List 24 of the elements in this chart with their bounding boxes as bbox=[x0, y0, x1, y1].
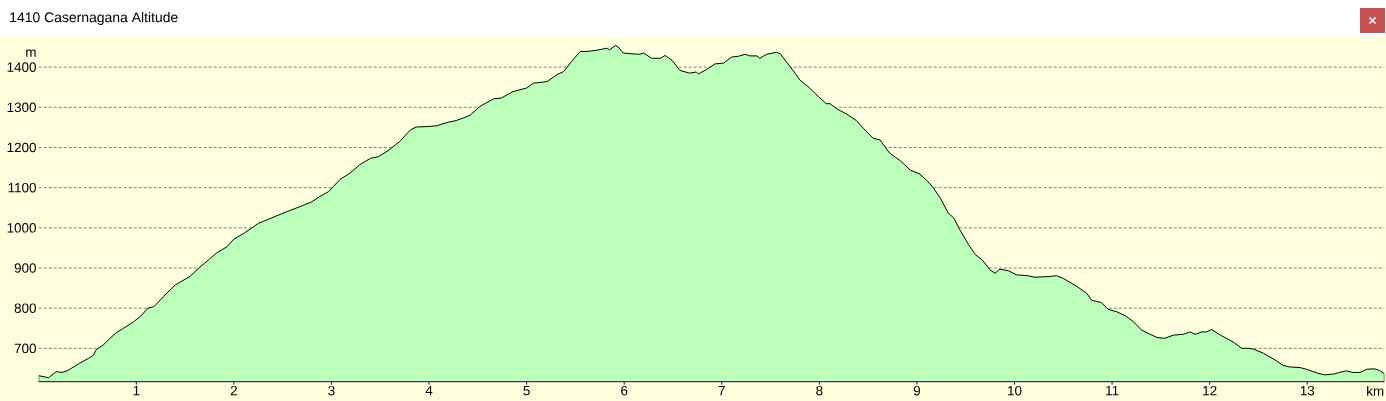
y-tick-label: 900 bbox=[14, 263, 36, 273]
x-tick-label: 5 bbox=[523, 385, 530, 396]
x-tick-label: 9 bbox=[913, 385, 921, 396]
y-tick-label: 1200 bbox=[7, 142, 36, 153]
x-tick-label: 12 bbox=[1203, 385, 1217, 396]
x-tick-label: 6 bbox=[621, 385, 628, 396]
y-tick-label: 1400 bbox=[7, 62, 36, 72]
x-tick-label: 7 bbox=[718, 385, 725, 396]
x-tick-label: 4 bbox=[425, 385, 433, 396]
chart-title: 1410 Casernagana Altitude bbox=[10, 12, 178, 25]
y-tick-label: 1300 bbox=[7, 102, 36, 113]
x-tick-label: 10 bbox=[1008, 385, 1022, 396]
x-tick-label: 3 bbox=[328, 385, 335, 396]
y-tick-label: 700 bbox=[14, 343, 36, 354]
x-tick-label: 11 bbox=[1106, 385, 1119, 396]
x-tick-label: 8 bbox=[816, 385, 823, 396]
x-tick-label: 1 bbox=[133, 385, 140, 396]
x-axis-title: km bbox=[1367, 385, 1384, 396]
y-tick-label: 1100 bbox=[8, 182, 36, 193]
y-axis-title: m bbox=[26, 49, 36, 57]
x-tick-label: 2 bbox=[230, 385, 237, 396]
x-tick-label: 13 bbox=[1300, 385, 1315, 396]
y-tick-label: 800 bbox=[14, 303, 36, 313]
y-tick-label: 1000 bbox=[7, 223, 36, 233]
